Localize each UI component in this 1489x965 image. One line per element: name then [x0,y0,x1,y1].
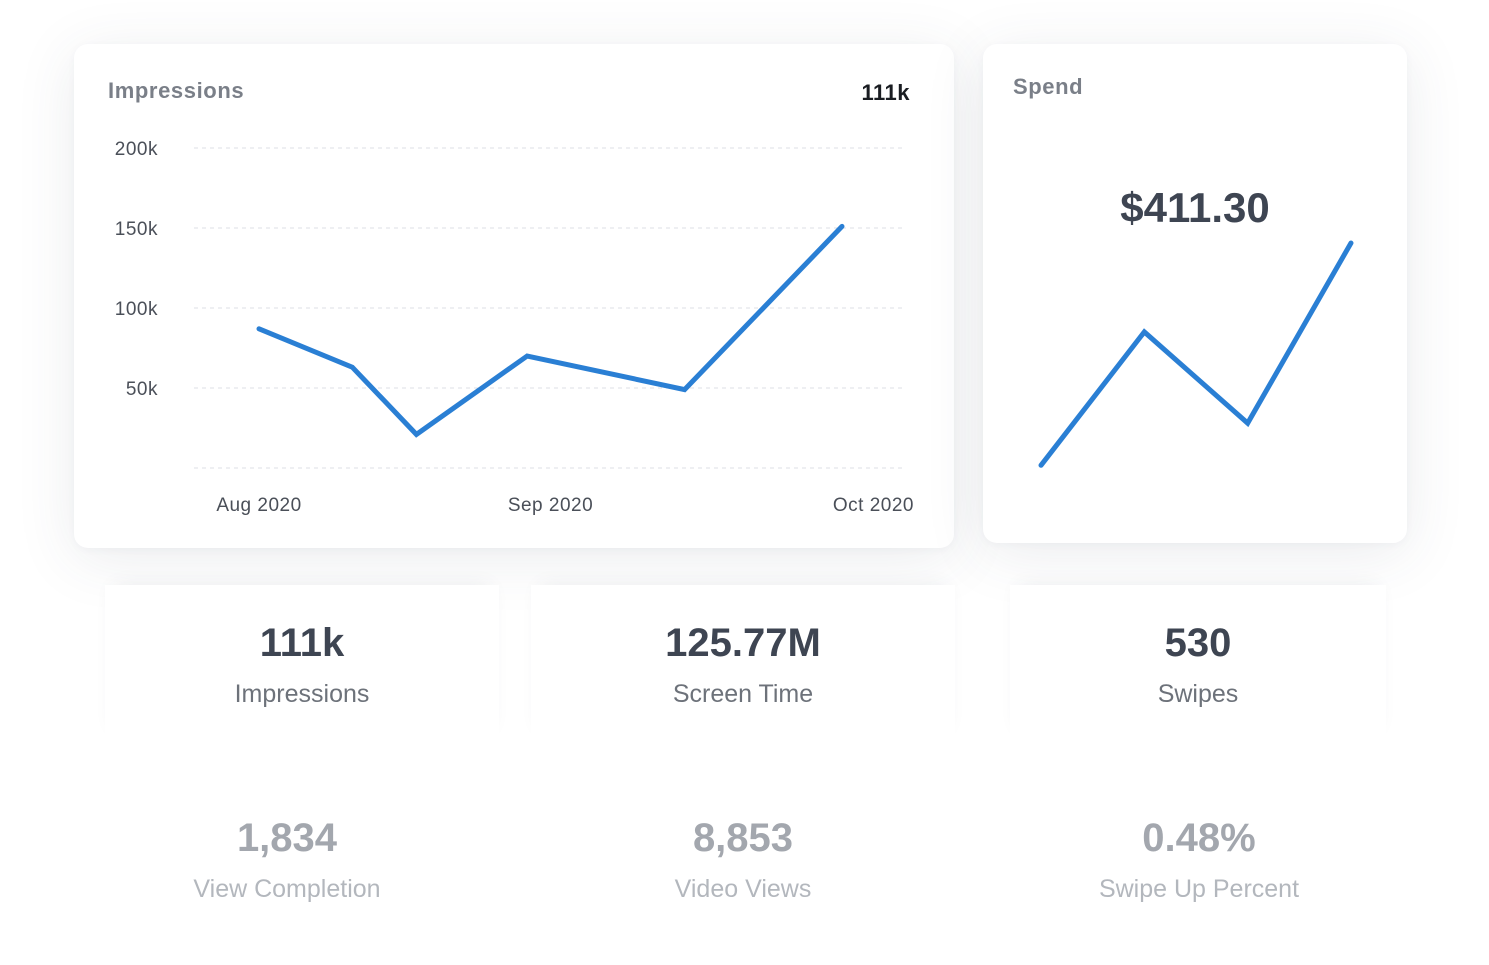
x-tick-label: Oct 2020 [833,495,914,516]
stat-value: 8,853 [692,816,794,860]
impressions-card: Impressions 111k 50k 100k 150k 200k Aug 2020… [74,44,954,548]
stat-value: 0.48% [1142,816,1256,860]
stat-label: Video Views [674,875,812,903]
impressions-series-line [256,223,845,438]
y-tick-label: 200k [115,139,158,160]
stat-label: Impressions [234,680,370,708]
stat-label: Swipe Up Percent [1098,875,1300,903]
y-tick-label: 150k [115,219,158,240]
stat-video-views: 8,853 Video Views [531,780,955,940]
stat-value: 111k [259,621,345,665]
spend-line-chart [1038,240,1354,468]
stat-swipes: 530 Swipes [1010,585,1386,745]
stat-impressions: 111k Impressions [105,585,499,745]
impressions-line-chart: 50k 100k 150k 200k Aug 2020 Sep 2020 Oct 2020 [115,139,914,516]
impressions-total: 111k [861,80,910,105]
x-tick-label: Aug 2020 [216,495,301,516]
stat-value: 1,834 [236,816,338,860]
spend-series-line [1038,240,1354,468]
stat-value: 125.77M [665,621,821,665]
stat-screen-time: 125.77M Screen Time [531,585,955,745]
stat-swipe-up-percent: 0.48% Swipe Up Percent [988,780,1410,940]
stat-label: View Completion [193,875,381,903]
spend-title: Spend [1013,74,1084,99]
y-tick-label: 50k [126,379,158,400]
spend-amount: $411.30 [1120,184,1270,231]
stat-label: Swipes [1157,680,1239,708]
spend-card: Spend $411.30 [983,44,1407,543]
x-tick-label: Sep 2020 [508,495,593,516]
impressions-title: Impressions [108,78,245,103]
y-tick-label: 100k [115,299,158,320]
stat-view-completion: 1,834 View Completion [74,780,500,940]
stat-value: 530 [1164,621,1232,665]
stat-label: Screen Time [672,680,814,708]
